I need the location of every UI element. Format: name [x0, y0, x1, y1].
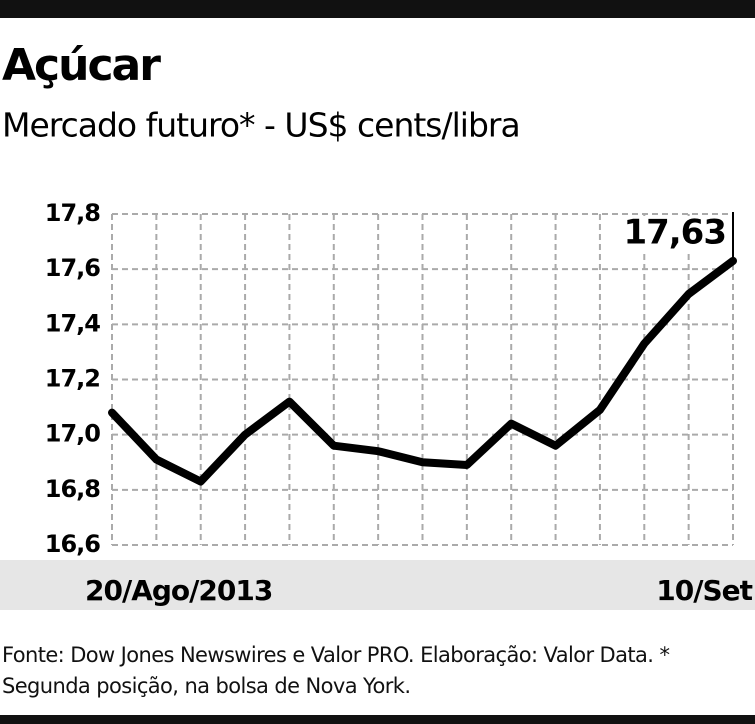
- chart-title: Açúcar: [2, 40, 161, 91]
- line: [108, 256, 737, 486]
- y-tick-label: 16,8: [45, 475, 101, 503]
- x-tick-label: 10/Set: [656, 574, 752, 607]
- x-band: [0, 560, 755, 610]
- y-tick-label: 17,6: [45, 254, 101, 282]
- bottom-bar: [0, 715, 755, 724]
- value-label: 17,63: [623, 213, 726, 253]
- x-tick-label: 20/Ago/2013: [85, 574, 272, 607]
- top-bar: [0, 0, 755, 18]
- source: Fonte: Dow Jones Newswires e Valor PRO. …: [2, 643, 670, 698]
- y-tick-label: 17,8: [45, 199, 101, 227]
- chart-subtitle: Mercado futuro* - US$ cents/libra: [2, 106, 520, 145]
- y-tick-label: 17,0: [45, 420, 101, 448]
- y-tick-label: 17,2: [45, 365, 100, 393]
- y-tick-label: 17,4: [45, 309, 101, 337]
- y-tick-label: 16,6: [45, 530, 101, 558]
- label-bg: [615, 216, 727, 252]
